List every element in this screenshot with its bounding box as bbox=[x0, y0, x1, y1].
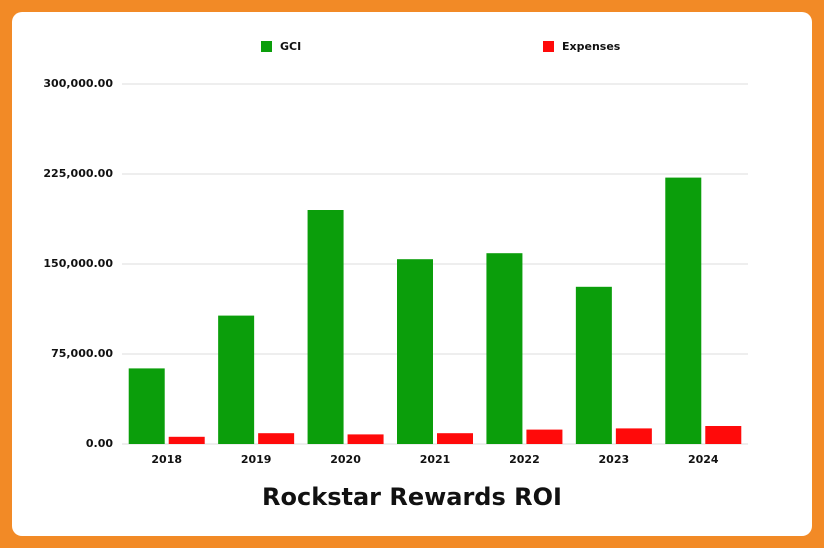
legend-swatch bbox=[261, 41, 272, 52]
y-tick-label: 225,000.00 bbox=[43, 167, 113, 180]
x-tick-label: 2024 bbox=[688, 453, 719, 466]
y-tick-label: 300,000.00 bbox=[43, 77, 113, 90]
y-tick-label: 0.00 bbox=[86, 437, 113, 450]
bar bbox=[665, 177, 702, 444]
x-tick-label: 2022 bbox=[509, 453, 540, 466]
bar bbox=[437, 433, 473, 444]
bar bbox=[218, 315, 255, 444]
y-tick-label: 150,000.00 bbox=[43, 257, 113, 270]
bar bbox=[347, 434, 384, 444]
bar bbox=[705, 426, 742, 444]
bar bbox=[615, 428, 652, 444]
legend-label: GCI bbox=[280, 40, 301, 53]
bar bbox=[486, 253, 523, 444]
chart-title: Rockstar Rewards ROI bbox=[262, 483, 562, 511]
y-tick-label: 75,000.00 bbox=[51, 347, 113, 360]
bar bbox=[307, 210, 344, 444]
x-tick-label: 2020 bbox=[330, 453, 361, 466]
x-tick-label: 2023 bbox=[599, 453, 630, 466]
bar bbox=[168, 436, 205, 444]
legend-label: Expenses bbox=[562, 40, 621, 53]
bar bbox=[128, 368, 165, 444]
x-tick-label: 2019 bbox=[241, 453, 272, 466]
x-tick-label: 2021 bbox=[420, 453, 451, 466]
x-tick-label: 2018 bbox=[151, 453, 182, 466]
bar bbox=[258, 433, 295, 444]
bar bbox=[397, 259, 433, 444]
bar bbox=[526, 429, 563, 444]
legend-swatch bbox=[543, 41, 554, 52]
bar bbox=[575, 286, 612, 444]
